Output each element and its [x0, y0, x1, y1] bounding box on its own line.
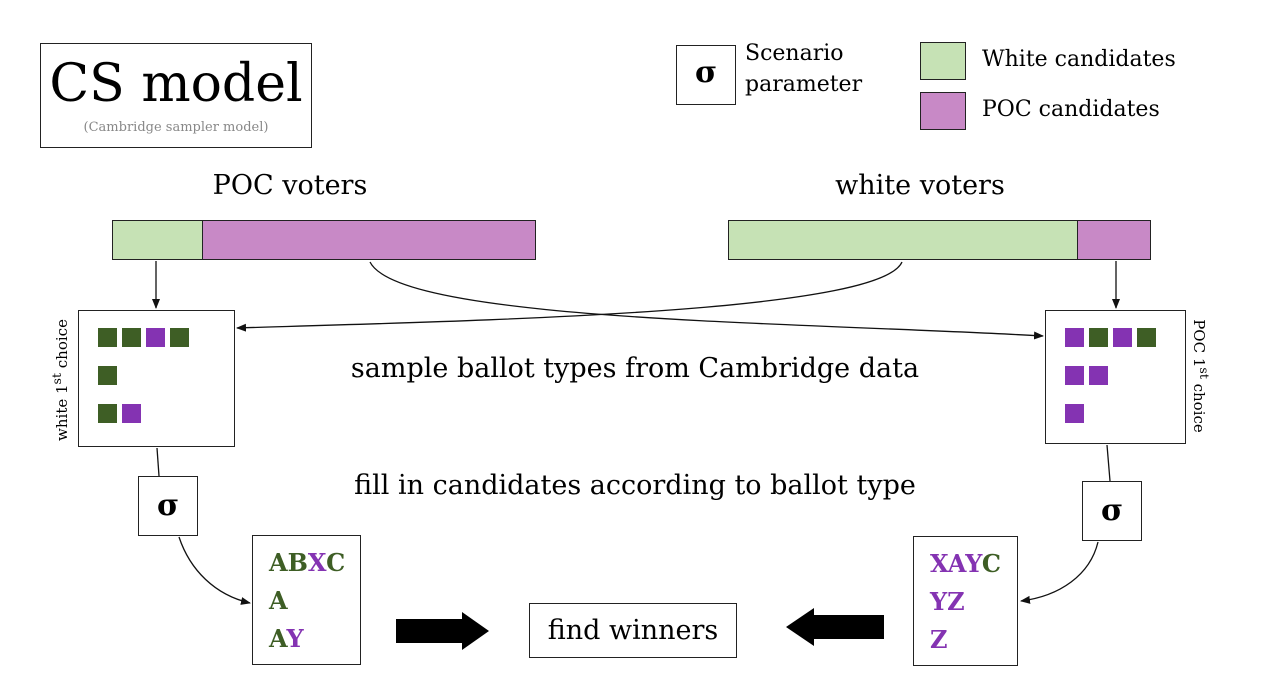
ballot-square-poc	[1065, 328, 1084, 347]
white-voters-label: white voters	[835, 170, 1005, 201]
right-sigma-box: σ	[1082, 481, 1142, 541]
ballot-square-poc	[122, 404, 141, 423]
ballot-square-white	[170, 328, 189, 347]
candidate-ballot-line: YZ	[930, 587, 965, 616]
ballot-square-white	[98, 328, 117, 347]
left-thick-arrow	[396, 612, 489, 650]
ballot-square-poc	[146, 328, 165, 347]
candidate-ballot-line: Z	[930, 625, 948, 654]
ballot-square-poc	[1065, 366, 1084, 385]
find-winners-box: find winners	[529, 603, 737, 658]
find-winners-label: find winners	[547, 615, 719, 646]
ballot-square-white	[1089, 328, 1108, 347]
legend-sigma-box: σ	[676, 45, 736, 105]
sigma-symbol: σ	[1100, 493, 1124, 528]
poc-candidates-swatch	[920, 92, 966, 130]
legend-sigma-label: Scenario parameter	[745, 38, 885, 100]
ballot-square-white	[98, 366, 117, 385]
poc-voters-white-pref-segment	[112, 220, 204, 260]
right-thick-arrow	[786, 608, 884, 646]
poc-voters-cross-arrow	[369, 261, 1044, 340]
ballot-square-poc	[1089, 366, 1108, 385]
white-voters-cross-arrow	[236, 261, 903, 332]
candidate-ballot-line: AY	[269, 624, 304, 653]
ballot-square-poc	[1065, 404, 1084, 423]
poc-first-choice-label: POC 1st choice	[1190, 319, 1212, 433]
poc-first-candidate-ballots: XAYC YZ Z	[913, 536, 1018, 666]
ballot-square-white	[98, 404, 117, 423]
sigma-symbol: σ	[156, 488, 180, 523]
left-sigma-box: σ	[138, 476, 198, 536]
poc-voters-label: POC voters	[212, 170, 368, 201]
right-sigma-to-cands-arrow	[1020, 541, 1099, 604]
poc-voters-poc-pref-segment	[202, 220, 536, 260]
candidate-ballot-line: XAYC	[930, 549, 1002, 578]
left-box-to-sigma-line	[156, 447, 160, 477]
poc-candidates-label: POC candidates	[982, 97, 1160, 122]
white-candidates-swatch	[920, 42, 966, 80]
white-first-candidate-ballots: ABXC A AY	[252, 535, 361, 665]
model-subtitle: (Cambridge sampler model)	[83, 120, 269, 135]
fill-step-text: fill in candidates according to ballot t…	[354, 470, 916, 501]
model-title: CS model	[49, 54, 303, 114]
white-voters-poc-pref-segment	[1077, 220, 1151, 260]
white-first-choice-label: white 1st choice	[49, 319, 71, 441]
candidate-ballot-line: ABXC	[269, 548, 346, 577]
left-sigma-to-cands-arrow	[178, 536, 251, 605]
white-first-ballot-types-box	[78, 310, 235, 447]
ballot-square-poc	[1113, 328, 1132, 347]
title-box: CS model (Cambridge sampler model)	[40, 43, 312, 148]
right-box-to-sigma-line	[1106, 444, 1111, 482]
sigma-symbol: σ	[694, 55, 718, 90]
poc-first-ballot-types-box	[1045, 310, 1186, 444]
white-candidates-label: White candidates	[982, 47, 1176, 72]
legend-sigma-label-line1: Scenario	[745, 41, 844, 66]
legend-sigma-label-line2: parameter	[745, 72, 863, 97]
candidate-ballot-line: A	[269, 586, 288, 615]
white-voters-white-pref-segment	[728, 220, 1079, 260]
ballot-square-white	[1137, 328, 1156, 347]
ballot-square-white	[122, 328, 141, 347]
sample-step-text: sample ballot types from Cambridge data	[350, 353, 920, 384]
